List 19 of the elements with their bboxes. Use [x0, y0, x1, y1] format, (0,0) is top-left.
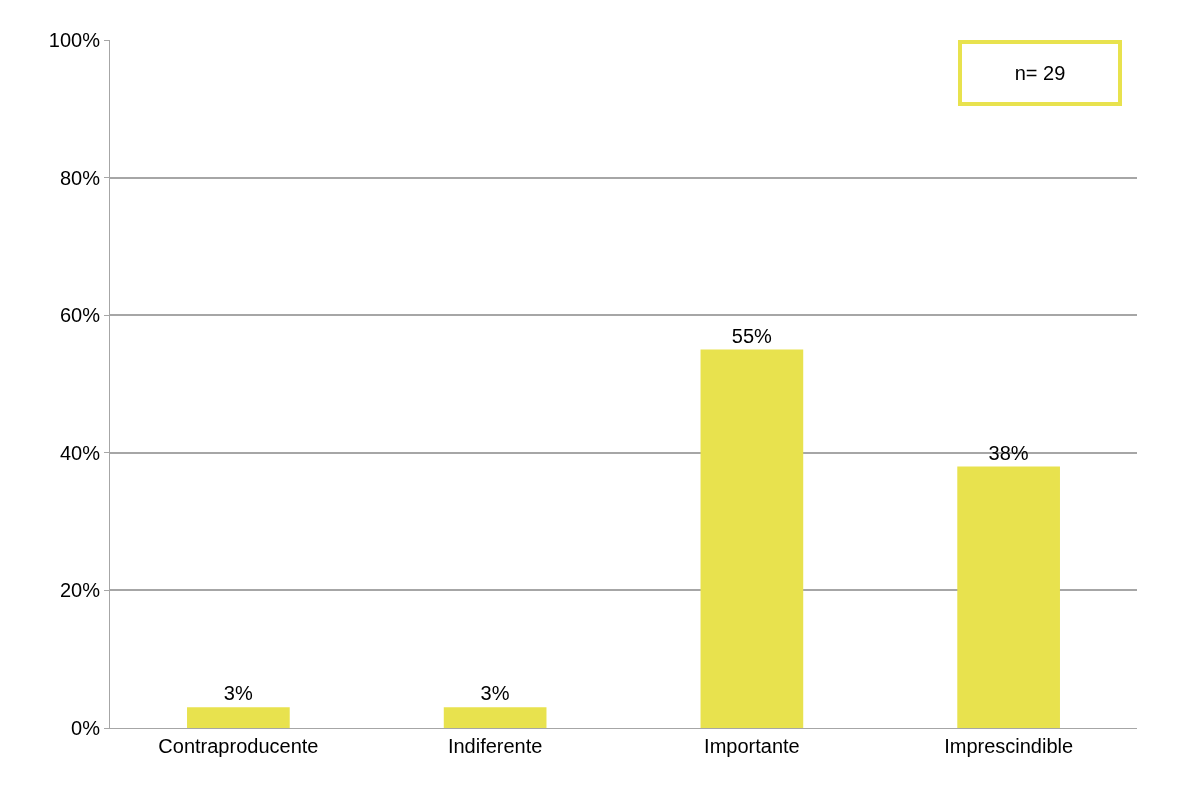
x-tick-label: Imprescindible — [944, 735, 1074, 757]
x-tick-label: Importante — [704, 735, 800, 757]
y-tick-label: 40% — [59, 441, 101, 464]
y-tick-label: 0% — [71, 717, 101, 739]
y-tick-label: 100% — [48, 29, 101, 51]
y-tick-label: 20% — [59, 579, 101, 602]
data-label: 55% — [731, 324, 772, 347]
bar — [187, 707, 290, 728]
bar — [957, 466, 1060, 728]
bar — [443, 707, 547, 728]
y-tick-label: 60% — [59, 304, 101, 327]
data-label: 3% — [223, 682, 253, 705]
data-label: 3% — [480, 682, 510, 705]
x-tick-label: Contraproducente — [158, 735, 319, 757]
x-tick-label: Indiferente — [447, 735, 543, 757]
annotation: n= 29 — [1014, 62, 1066, 84]
data-label: 38% — [988, 441, 1029, 464]
y-tick-label: 80% — [59, 166, 101, 189]
bar — [700, 349, 804, 728]
